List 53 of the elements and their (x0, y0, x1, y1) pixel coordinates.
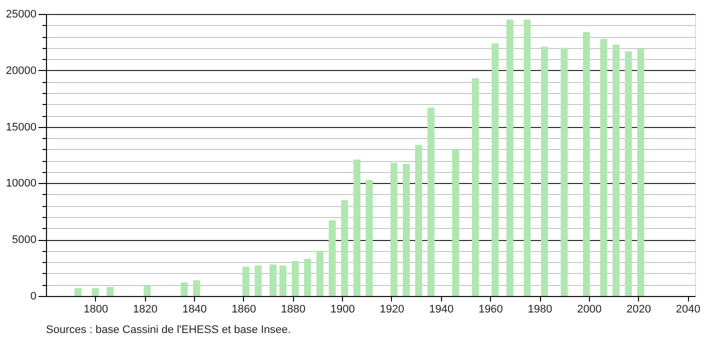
x-tick-label: 1900 (330, 304, 355, 316)
bar (366, 180, 373, 296)
x-tick-label: 1880 (281, 304, 306, 316)
bar (472, 78, 479, 296)
x-tick-label: 1860 (232, 304, 256, 316)
bar (193, 280, 200, 296)
bar (328, 220, 336, 296)
bar (452, 149, 460, 296)
bar (292, 261, 299, 296)
bar (390, 162, 398, 296)
x-tick-label: 2000 (577, 304, 602, 316)
y-tick-label: 5000 (12, 234, 36, 246)
x-tick-label: 1920 (380, 304, 404, 316)
bar (637, 48, 644, 296)
x-tick-label: 2020 (626, 304, 651, 316)
x-tick-label: 1940 (429, 304, 454, 316)
bar (415, 144, 422, 296)
bar (279, 266, 286, 296)
bar (144, 286, 151, 296)
bar (624, 51, 632, 296)
bar (242, 266, 250, 296)
bar (106, 286, 114, 296)
bar (427, 108, 434, 296)
x-tick-label: 2040 (676, 304, 700, 316)
bar (524, 20, 531, 296)
bar (353, 160, 360, 296)
x-tick-label: 1960 (478, 304, 503, 316)
source-note: Sources : base Cassini de l'EHESS et base Insee. (46, 324, 291, 336)
bar (341, 200, 348, 296)
bar (304, 258, 312, 296)
bar (270, 264, 277, 296)
bar (74, 288, 82, 296)
bar (402, 164, 410, 296)
y-tick-label: 20000 (6, 64, 36, 77)
x-tick-label: 1800 (84, 304, 108, 316)
y-tick-label: 15000 (6, 121, 36, 134)
bar (506, 20, 514, 296)
y-tick-label: 10000 (6, 178, 36, 190)
bar (582, 32, 590, 296)
y-tick-label: 0 (30, 290, 36, 302)
x-tick-label: 1840 (182, 304, 207, 316)
bar (180, 282, 188, 296)
bar (92, 288, 99, 296)
bar (254, 266, 262, 296)
bar (316, 250, 324, 296)
bar (612, 44, 620, 296)
y-tick-label: 25000 (6, 8, 36, 20)
bar (540, 46, 548, 296)
bar (492, 43, 499, 296)
bar (600, 38, 608, 296)
bar (560, 48, 568, 296)
x-tick-label: 1980 (528, 304, 552, 316)
x-tick-label: 1820 (132, 304, 158, 316)
